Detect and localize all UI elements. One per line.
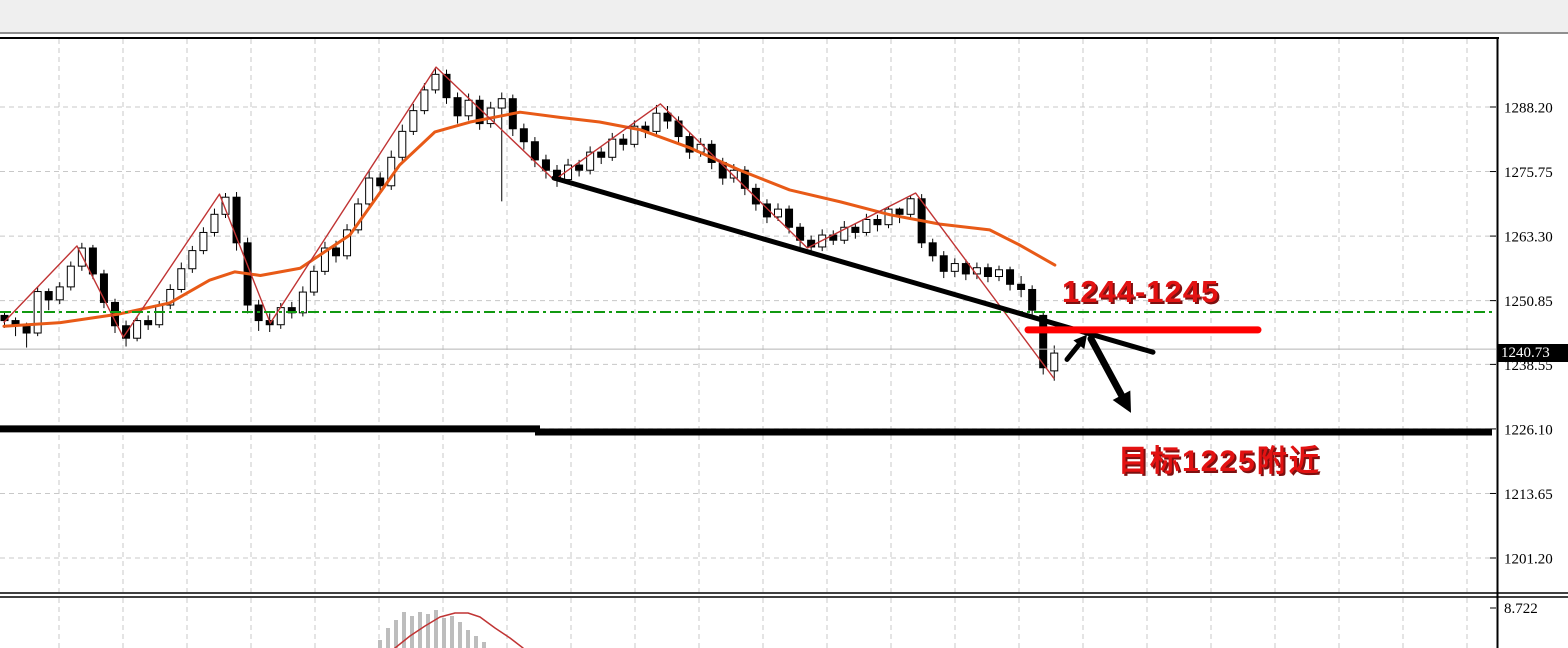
indicator-curve [394, 612, 524, 648]
volume-histogram [378, 610, 486, 648]
ma-line [2, 110, 1057, 328]
current-price-tag: 1240.73 [1497, 344, 1568, 362]
price-axis-label: 1263.30 [1504, 230, 1553, 246]
price-axis-label: 1226.10 [1504, 422, 1553, 438]
price-axis-label: 1250.85 [1504, 294, 1553, 310]
window-top-bar [0, 0, 1568, 34]
chart-border-top [0, 37, 1499, 39]
zigzag-line [3, 66, 1055, 379]
price-axis-label: 1201.20 [1504, 552, 1553, 568]
indicator-scale-label: 8.722 [1504, 601, 1538, 617]
descending-trendline [551, 175, 1156, 355]
price-axis-label: 1213.65 [1504, 487, 1553, 503]
support-line [0, 425, 1492, 436]
indicator-window-splitter[interactable] [0, 591, 1568, 599]
up-arrow [1064, 334, 1087, 362]
resistance-zone-annotation: 1244-1245 [1062, 274, 1220, 309]
target-price-annotation: 目标1225附近 [1118, 445, 1321, 478]
price-axis-label: 1288.20 [1504, 101, 1553, 117]
window-separator [0, 592, 1568, 598]
chart-plot-area[interactable] [0, 39, 1496, 592]
price-axis-label: 1275.75 [1504, 165, 1553, 181]
down-arrow [1087, 335, 1131, 413]
